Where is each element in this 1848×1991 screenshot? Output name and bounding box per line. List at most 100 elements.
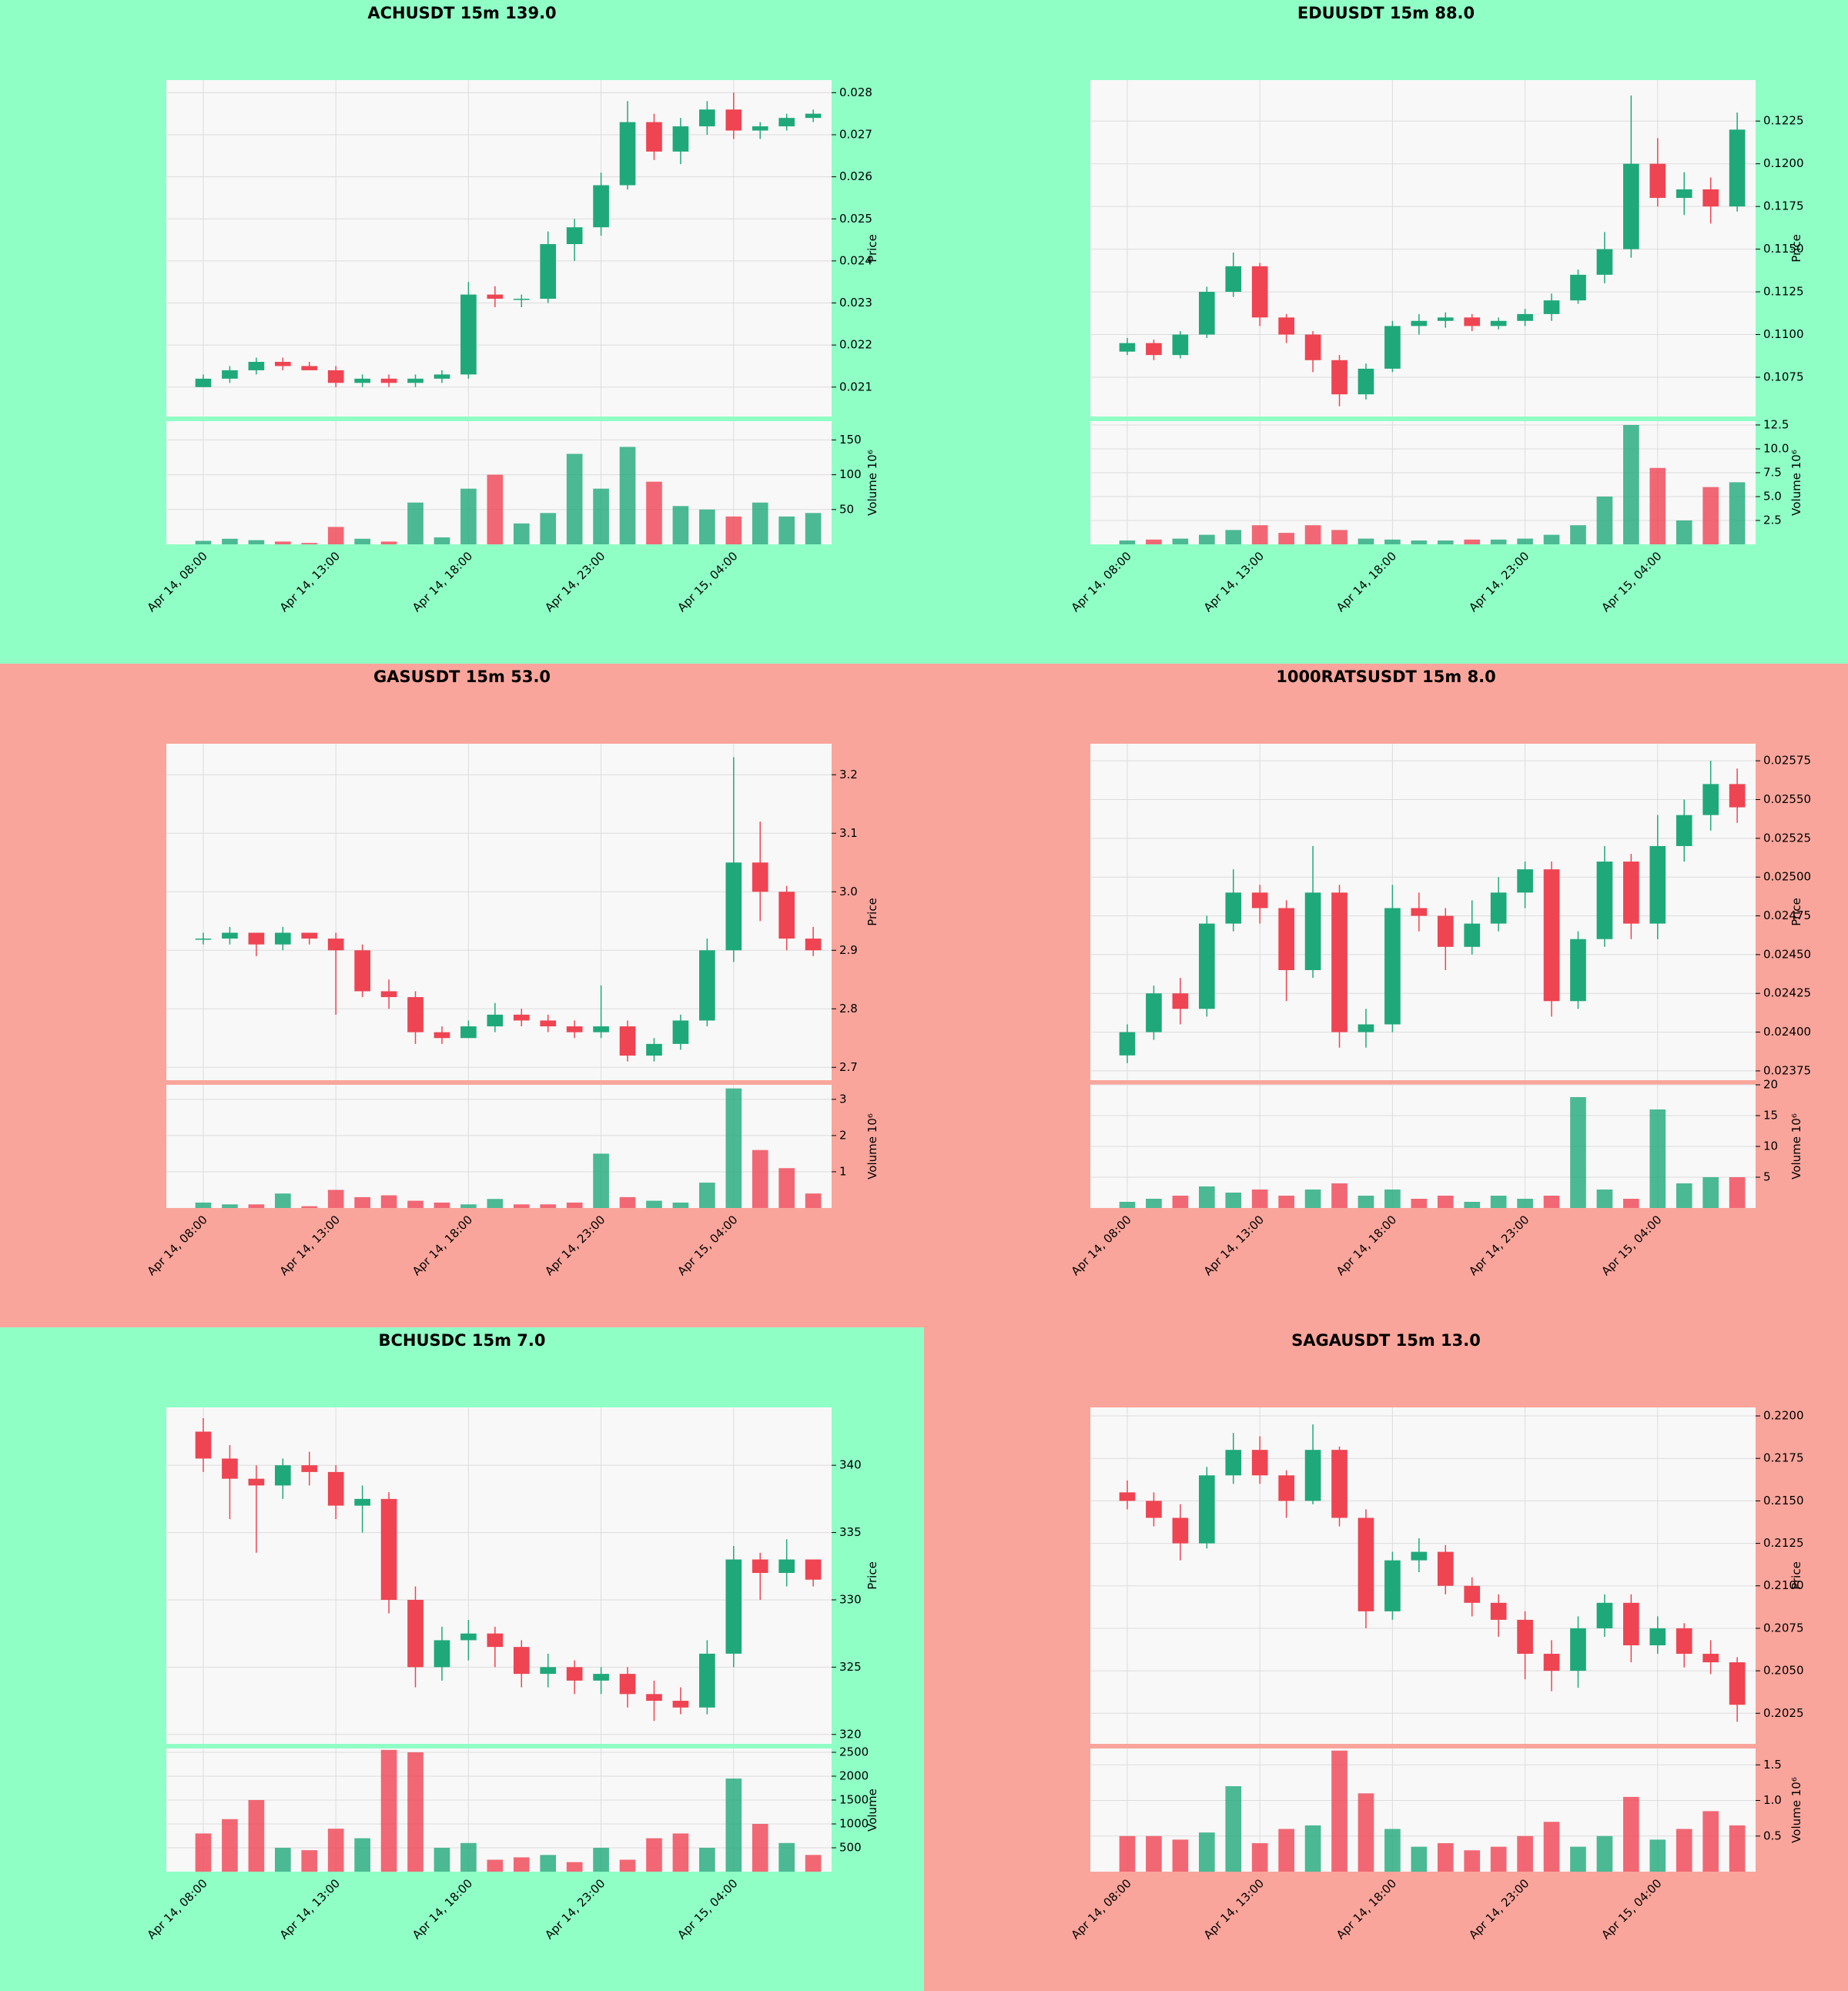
candle-body (1358, 1024, 1374, 1032)
volume-bar (1649, 467, 1666, 544)
y-tick-label: 1000 (839, 1816, 869, 1830)
candle-body (195, 378, 212, 387)
volume-bar (1543, 1822, 1560, 1872)
volume-bar (407, 1752, 424, 1872)
candle-body (248, 361, 265, 370)
candle-body (1517, 869, 1533, 893)
y-tick-label: 500 (839, 1840, 862, 1854)
volume-bar (1411, 1199, 1428, 1208)
y-tick-label: 0.5 (1763, 1829, 1782, 1842)
volume-bar (540, 1204, 557, 1208)
volume-axis-label: Volume 10⁶ (865, 450, 879, 516)
volume-bar (487, 474, 504, 544)
candle-body (1251, 892, 1268, 908)
volume-bar (805, 1193, 822, 1208)
y-tick-label: 5 (1763, 1170, 1771, 1184)
volume-bar (1146, 1835, 1162, 1872)
y-tick-label: 0.021 (839, 380, 872, 393)
volume-bar (1676, 520, 1692, 544)
candle-body (301, 1465, 318, 1472)
volume-bar (1729, 1825, 1746, 1872)
volume-bar (274, 541, 291, 544)
candle-body (274, 361, 291, 366)
candle-body (1623, 862, 1639, 924)
y-tick-label: 0.027 (839, 128, 872, 142)
candle-body (1225, 892, 1242, 924)
volume-bar (1729, 482, 1746, 544)
candle-body (327, 370, 344, 383)
candle-body (1198, 292, 1215, 335)
candle-body (1596, 862, 1613, 939)
candle-body (1278, 908, 1294, 971)
volume-bar (1490, 1196, 1507, 1208)
candle-body (1278, 1475, 1294, 1501)
chart-title: EDUUSDT 15m 88.0 (1297, 4, 1475, 22)
volume-bar (1543, 1196, 1560, 1208)
volume-bar (725, 1088, 742, 1208)
candle-body (1146, 1501, 1162, 1518)
y-tick-label: 5.0 (1763, 489, 1782, 503)
candle-body (1225, 1450, 1242, 1476)
volume-bar (1304, 525, 1321, 544)
candle-body (1119, 343, 1136, 352)
volume-bar (327, 1190, 344, 1208)
candle-body (1543, 300, 1560, 314)
volume-bar (248, 1799, 265, 1872)
volume-bar (1278, 1829, 1294, 1872)
volume-bar (1464, 539, 1481, 544)
candle-body (1517, 313, 1533, 321)
volume-bar (593, 1847, 609, 1872)
candle-body (222, 932, 238, 939)
volume-bar (1570, 1846, 1586, 1872)
volume-plot-area (1090, 421, 1756, 544)
volume-bar (1464, 1202, 1481, 1208)
volume-bar (460, 488, 477, 544)
candle-body (407, 378, 424, 383)
volume-bar (1729, 1177, 1746, 1208)
candle-body (1411, 320, 1428, 326)
candle-body (699, 1653, 715, 1708)
volume-bar (566, 1202, 583, 1208)
volume-bar (1623, 1796, 1639, 1872)
volume-bar (699, 1183, 715, 1208)
volume-bar (699, 1847, 715, 1872)
volume-bar (1251, 1190, 1268, 1208)
volume-axis-label: Volume 10⁶ (1789, 1113, 1803, 1180)
volume-bar (1702, 487, 1719, 544)
volume-bar (752, 502, 768, 544)
volume-bar (1517, 1835, 1533, 1872)
candle-body (540, 1020, 557, 1027)
volume-bar (1384, 539, 1401, 544)
candle-body (752, 862, 768, 892)
candle-body (1596, 249, 1613, 275)
candle-body (1702, 784, 1719, 815)
candle-body (540, 244, 557, 299)
volume-bar (1278, 1196, 1294, 1208)
volume-bar (1278, 533, 1294, 544)
volume-bar (619, 1196, 636, 1208)
candle-body (1146, 993, 1162, 1032)
volume-bar (460, 1204, 477, 1208)
y-tick-label: 20 (1763, 1078, 1778, 1092)
y-tick-label: 2 (839, 1128, 847, 1142)
candle-body (1702, 1654, 1719, 1663)
y-tick-label: 1.5 (1763, 1758, 1782, 1772)
candle-body (619, 122, 636, 186)
candle-body (1490, 320, 1507, 326)
price-plot-area (1090, 80, 1756, 417)
candle-body (354, 1498, 370, 1506)
y-tick-label: 2.9 (839, 943, 858, 957)
y-tick-label: 0.2125 (1763, 1536, 1804, 1550)
y-axis-label: Price (1789, 898, 1803, 926)
volume-bar (1464, 1850, 1481, 1872)
candle-body (513, 299, 530, 300)
candle-body (1119, 1032, 1136, 1056)
volume-bar (805, 1855, 822, 1872)
volume-bar (407, 502, 424, 544)
y-tick-label: 340 (839, 1458, 862, 1472)
volume-bar (593, 488, 609, 544)
volume-bar (1676, 1829, 1692, 1872)
